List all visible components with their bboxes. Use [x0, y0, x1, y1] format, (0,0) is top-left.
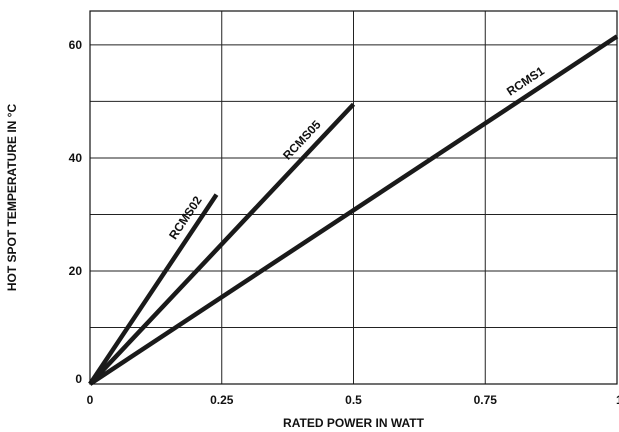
x-tick-label: 0 — [87, 393, 94, 407]
y-tick-label: 60 — [69, 38, 83, 52]
x-axis-label: RATED POWER IN WATT — [283, 416, 425, 430]
plot-frame — [89, 10, 618, 385]
y-axis-label: HOT SPOT TEMPERATURE IN °C — [5, 104, 19, 292]
x-tick-label: 0.75 — [474, 393, 498, 407]
series-line-rcms05 — [88, 102, 356, 386]
y-tick-label: 0 — [75, 372, 82, 386]
y-tick-label: 40 — [69, 151, 83, 165]
y-tick-label: 20 — [69, 264, 83, 278]
x-tick-label: 1 — [616, 393, 619, 407]
y-tick-labels: 0 20 40 60 — [69, 38, 83, 386]
series-line-rcms1 — [88, 34, 619, 386]
x-tick-label: 0.25 — [210, 393, 234, 407]
series-lines — [88, 34, 619, 386]
series-line-rcms02 — [88, 193, 219, 386]
x-tick-labels: 0 0.25 0.5 0.75 1 — [87, 393, 619, 407]
series-label-rcms1: RCMS1 — [504, 64, 547, 99]
x-tick-label: 0.5 — [345, 393, 362, 407]
